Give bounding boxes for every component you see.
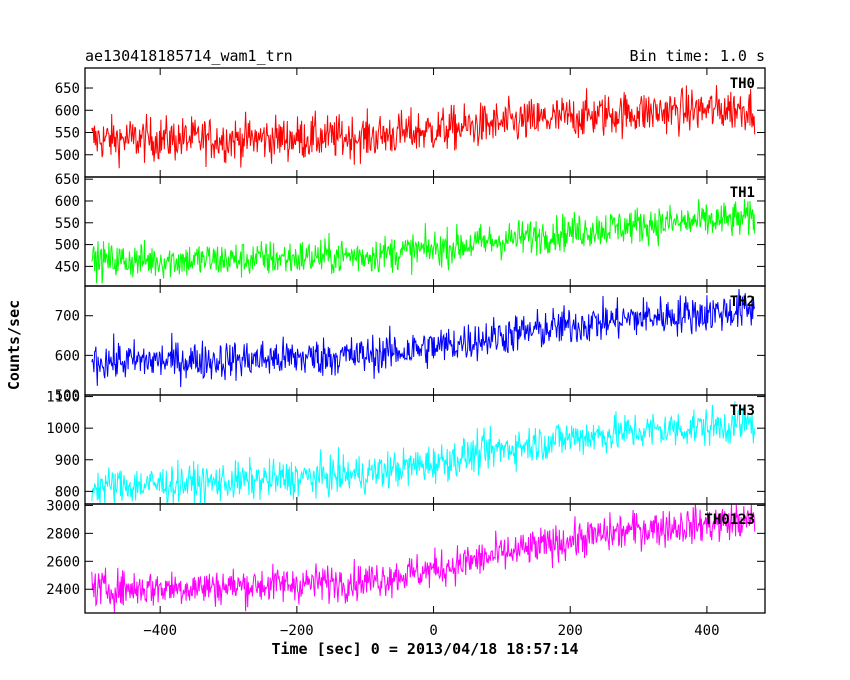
y-tick-label: 550 [55,216,80,232]
panel-label: TH1 [730,185,755,201]
y-tick-label: 700 [55,309,80,325]
y-tick-label: 2600 [46,554,80,570]
y-tick-label: 900 [55,453,80,469]
y-tick-label: 650 [55,81,80,97]
x-tick-label: 0 [429,623,437,639]
series-line-th3 [91,401,756,504]
series-line-th0123 [91,504,756,613]
panel-frame [84,67,766,178]
y-tick-label: 1100 [46,390,80,406]
y-tick-label: 600 [55,348,80,364]
panels-group: 500 550 600 650 TH0 450 500 550 600 650 TH1 500 600 7… [46,67,766,639]
x-axis-title: Time [sec] 0 = 2013/04/18 18:57:14 [271,640,578,658]
y-tick-label: 500 [55,388,80,404]
y-tick-label: 600 [55,194,80,210]
y-tick-label: 2800 [46,526,80,542]
x-tick-label: 400 [694,623,719,639]
y-tick-label: 1000 [46,421,80,437]
y-tick-label: 3000 [46,498,80,514]
y-tick-label: 550 [55,126,80,142]
x-tick-label: 200 [558,623,583,639]
y-tick-label: 600 [55,103,80,119]
panel-th1: 450 500 550 600 650 TH1 [55,172,766,287]
x-tick-label: −400 [143,623,177,639]
panel-label: TH3 [730,403,755,419]
y-tick-label: 800 [55,484,80,500]
panel-label: TH0123 [704,512,755,528]
y-tick-label: 2400 [46,582,80,598]
panel-th0123: 2400 2600 2800 3000 TH0123 [46,498,766,614]
panel-th3: 800 900 1000 1100 TH3 [46,390,766,505]
y-tick-label: 500 [55,238,80,254]
series-line-th1 [91,199,756,284]
y-axis-title: Counts/sec [5,300,23,390]
y-tick-label: 450 [55,259,80,275]
series-line-th2 [91,288,756,388]
panel-frame [84,503,766,614]
x-tick-label: −200 [280,623,314,639]
panel-label: TH0 [730,76,755,92]
series-line-th0 [91,85,756,169]
y-tick-label: 500 [55,148,80,164]
panel-th2: 500 600 700 TH2 [55,285,766,404]
header-bin-time: Bin time: 1.0 s [630,47,765,65]
header-left-title: ae130418185714_wam1_trn [85,47,293,65]
y-tick-label: 650 [55,172,80,188]
panel-label: TH2 [730,294,755,310]
panel-th0: 500 550 600 650 TH0 [55,67,766,178]
